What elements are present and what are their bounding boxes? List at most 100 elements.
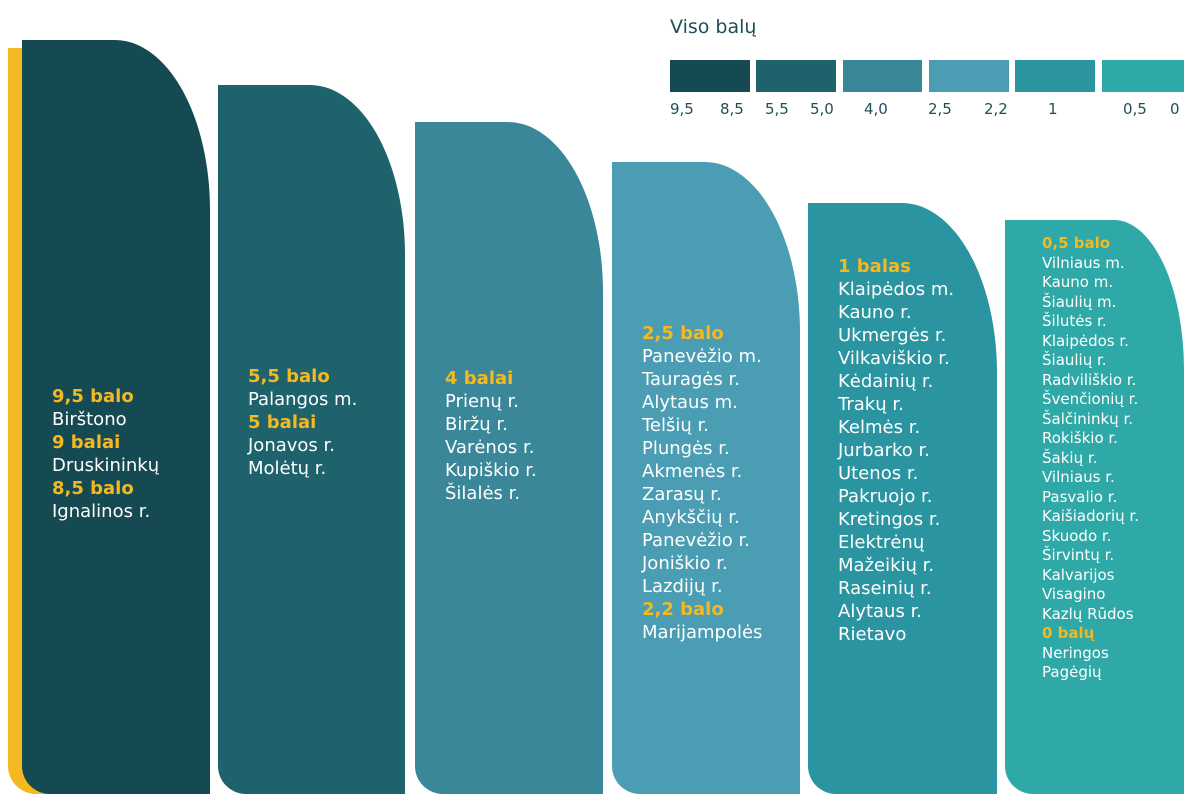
district-name: Ignalinos r. bbox=[52, 501, 151, 522]
column-text: 1 balas Klaipėdos m. Kauno r. Ukmergės r. Vi… bbox=[838, 255, 997, 646]
district-name: Biržų r. bbox=[445, 414, 508, 435]
district-name: Klaipėdos m. bbox=[838, 279, 955, 300]
district-name: Rietavo bbox=[838, 624, 907, 645]
district-name: Šiaulių r. bbox=[1042, 351, 1107, 369]
district-name: Tauragės r. bbox=[642, 369, 740, 390]
district-name: Elektrėnų bbox=[838, 532, 925, 553]
district-name: Širvintų r. bbox=[1042, 546, 1115, 564]
district-name: Utenos r. bbox=[838, 463, 919, 484]
legend-swatch bbox=[1015, 60, 1095, 92]
district-name: Varėnos r. bbox=[445, 437, 535, 458]
district-name: Kelmės r. bbox=[838, 417, 921, 438]
legend-swatch bbox=[843, 60, 922, 92]
district-name: Pakruojo r. bbox=[838, 486, 933, 507]
legend-label: 0,5 bbox=[1123, 100, 1147, 118]
column: 9,5 balo Birštono 9 balai Druskininkų 8,5 ba… bbox=[22, 40, 210, 794]
district-name: Kaišiadorių r. bbox=[1042, 507, 1139, 525]
district-name: Lazdijų r. bbox=[642, 576, 723, 597]
column-text: 5,5 balo Palangos m. 5 balai Jonavos r. Molė… bbox=[248, 365, 405, 480]
column: 2,5 balo Panevėžio m. Tauragės r. Alytaus m… bbox=[612, 162, 800, 794]
legend-label: 0 bbox=[1170, 100, 1180, 118]
district-name: Pasvalio r. bbox=[1042, 487, 1118, 506]
district-name: Kalvarijos bbox=[1042, 565, 1115, 584]
district-name: Kėdainių r. bbox=[838, 371, 934, 392]
group-heading: 5,5 balo bbox=[248, 366, 330, 387]
district-name: Trakų r. bbox=[838, 394, 904, 415]
district-name: Zarasų r. bbox=[642, 484, 722, 505]
district-name: Šilutės r. bbox=[1042, 312, 1107, 330]
district-name: Ukmergės r. bbox=[838, 325, 947, 346]
legend-swatch bbox=[929, 60, 1009, 92]
group-heading: 0,5 balo bbox=[1042, 234, 1111, 252]
district-name: Anykščių r. bbox=[642, 507, 740, 528]
district-name: Molėtų r. bbox=[248, 458, 327, 479]
group-heading: 4 balai bbox=[445, 368, 514, 389]
group-heading: 2,2 balo bbox=[642, 599, 724, 620]
legend-label: 2,2 bbox=[984, 100, 1008, 118]
column-text: 9,5 balo Birštono 9 balai Druskininkų 8,5 ba… bbox=[52, 385, 210, 523]
district-name: Kauno r. bbox=[838, 302, 912, 323]
district-name: Neringos bbox=[1042, 643, 1109, 662]
district-name: Vilniaus r. bbox=[1042, 468, 1115, 486]
column-text: 4 balai Prienų r. Biržų r. Varėnos r. Kupišk… bbox=[445, 367, 603, 505]
column-text: 2,5 balo Panevėžio m. Tauragės r. Alytaus m… bbox=[642, 322, 800, 644]
district-name: Jonavos r. bbox=[248, 435, 335, 456]
legend-label: 2,5 bbox=[928, 100, 952, 118]
column: 5,5 balo Palangos m. 5 balai Jonavos r. Molė… bbox=[218, 85, 405, 794]
district-name: Skuodo r. bbox=[1042, 526, 1112, 545]
group-heading: 8,5 balo bbox=[52, 478, 134, 499]
district-name: Marijampolės bbox=[642, 622, 763, 643]
district-name: Mažeikių r. bbox=[838, 555, 935, 576]
legend-label: 1 bbox=[1048, 100, 1058, 118]
column: 0,5 balo Vilniaus m. Kauno m. Šiaulių m. Šil… bbox=[1005, 220, 1184, 794]
district-name: Pagėgių bbox=[1042, 663, 1102, 681]
group-heading: 0 balų bbox=[1042, 624, 1095, 642]
legend-title: Viso balų bbox=[670, 16, 757, 38]
district-name: Druskininkų bbox=[52, 455, 160, 476]
district-name: Alytaus r. bbox=[838, 601, 923, 622]
district-name: Visagino bbox=[1042, 585, 1106, 603]
district-name: Kazlų Rūdos bbox=[1042, 604, 1134, 623]
district-name: Plungės r. bbox=[642, 438, 730, 459]
legend-swatch bbox=[670, 60, 750, 92]
district-name: Akmenės r. bbox=[642, 461, 743, 482]
district-name: Panevėžio r. bbox=[642, 530, 750, 551]
group-heading: 9 balai bbox=[52, 432, 121, 453]
district-name: Telšių r. bbox=[642, 415, 709, 436]
district-name: Joniškio r. bbox=[642, 553, 728, 574]
legend-swatch bbox=[1102, 60, 1184, 92]
district-name: Kupiškio r. bbox=[445, 460, 537, 481]
district-name: Klaipėdos r. bbox=[1042, 331, 1129, 350]
column: 1 balas Klaipėdos m. Kauno r. Ukmergės r. Vi… bbox=[808, 203, 997, 794]
district-name: Šiaulių m. bbox=[1042, 292, 1117, 311]
district-name: Alytaus m. bbox=[642, 392, 738, 413]
column-text: 0,5 balo Vilniaus m. Kauno m. Šiaulių m. Šil… bbox=[1042, 234, 1184, 683]
district-name: Radviliškio r. bbox=[1042, 370, 1137, 389]
district-name: Panevėžio m. bbox=[642, 346, 762, 367]
column: 4 balai Prienų r. Biržų r. Varėnos r. Kupišk… bbox=[415, 122, 603, 794]
legend-label: 5,0 bbox=[810, 100, 834, 118]
district-name: Rokiškio r. bbox=[1042, 429, 1118, 447]
district-name: Šilalės r. bbox=[445, 483, 521, 504]
legend-label: 9,5 bbox=[670, 100, 694, 118]
district-name: Kretingos r. bbox=[838, 509, 941, 530]
legend-label: 8,5 bbox=[720, 100, 744, 118]
district-name: Birštono bbox=[52, 409, 127, 430]
district-name: Šalčininkų r. bbox=[1042, 409, 1133, 428]
legend-swatch bbox=[756, 60, 836, 92]
district-name: Palangos m. bbox=[248, 389, 358, 410]
district-name: Kauno m. bbox=[1042, 273, 1114, 291]
district-name: Švenčionių r. bbox=[1042, 390, 1139, 408]
district-name: Šakių r. bbox=[1042, 448, 1098, 467]
district-name: Prienų r. bbox=[445, 391, 520, 412]
group-heading: 5 balai bbox=[248, 412, 317, 433]
group-heading: 9,5 balo bbox=[52, 386, 134, 407]
district-name: Raseinių r. bbox=[838, 578, 932, 599]
district-name: Vilkaviškio r. bbox=[838, 348, 950, 369]
legend-label: 5,5 bbox=[765, 100, 789, 118]
district-name: Jurbarko r. bbox=[838, 440, 930, 461]
group-heading: 1 balas bbox=[838, 256, 911, 277]
district-name: Vilniaus m. bbox=[1042, 253, 1125, 272]
group-heading: 2,5 balo bbox=[642, 323, 724, 344]
